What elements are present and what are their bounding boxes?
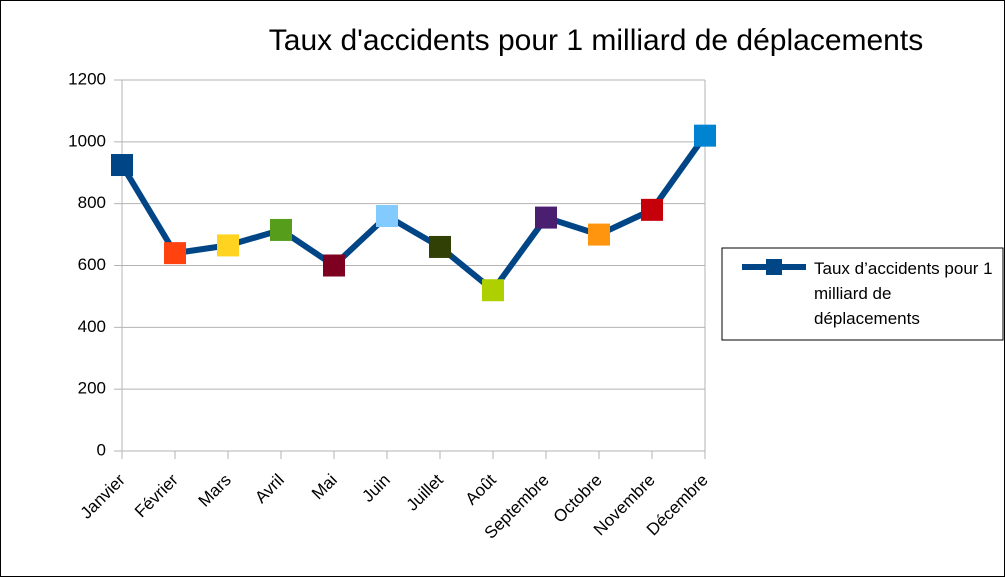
data-point (217, 234, 239, 257)
data-point (376, 205, 398, 228)
chart-title: Taux d'accidents pour 1 milliard de dépl… (269, 24, 923, 57)
data-point (641, 198, 663, 221)
y-tick-label: 0 (97, 440, 106, 459)
legend-marker (766, 259, 782, 275)
y-tick-label: 400 (78, 317, 106, 336)
data-point (111, 154, 133, 177)
y-tick-label: 1200 (68, 69, 106, 88)
y-tick-label: 800 (78, 193, 106, 212)
data-point (323, 254, 345, 277)
legend-box (721, 247, 1004, 341)
y-tick-label: 200 (78, 379, 106, 398)
legend-label: Taux d’accidents pour 1 milliard de dépl… (814, 259, 993, 328)
data-point (694, 124, 716, 147)
data-point (270, 218, 292, 241)
data-point (588, 223, 610, 246)
y-tick-label: 600 (78, 255, 106, 274)
data-point (429, 235, 451, 258)
data-point (482, 279, 504, 302)
y-tick-label: 1000 (68, 131, 106, 150)
data-point (535, 206, 557, 229)
data-point (164, 242, 186, 265)
